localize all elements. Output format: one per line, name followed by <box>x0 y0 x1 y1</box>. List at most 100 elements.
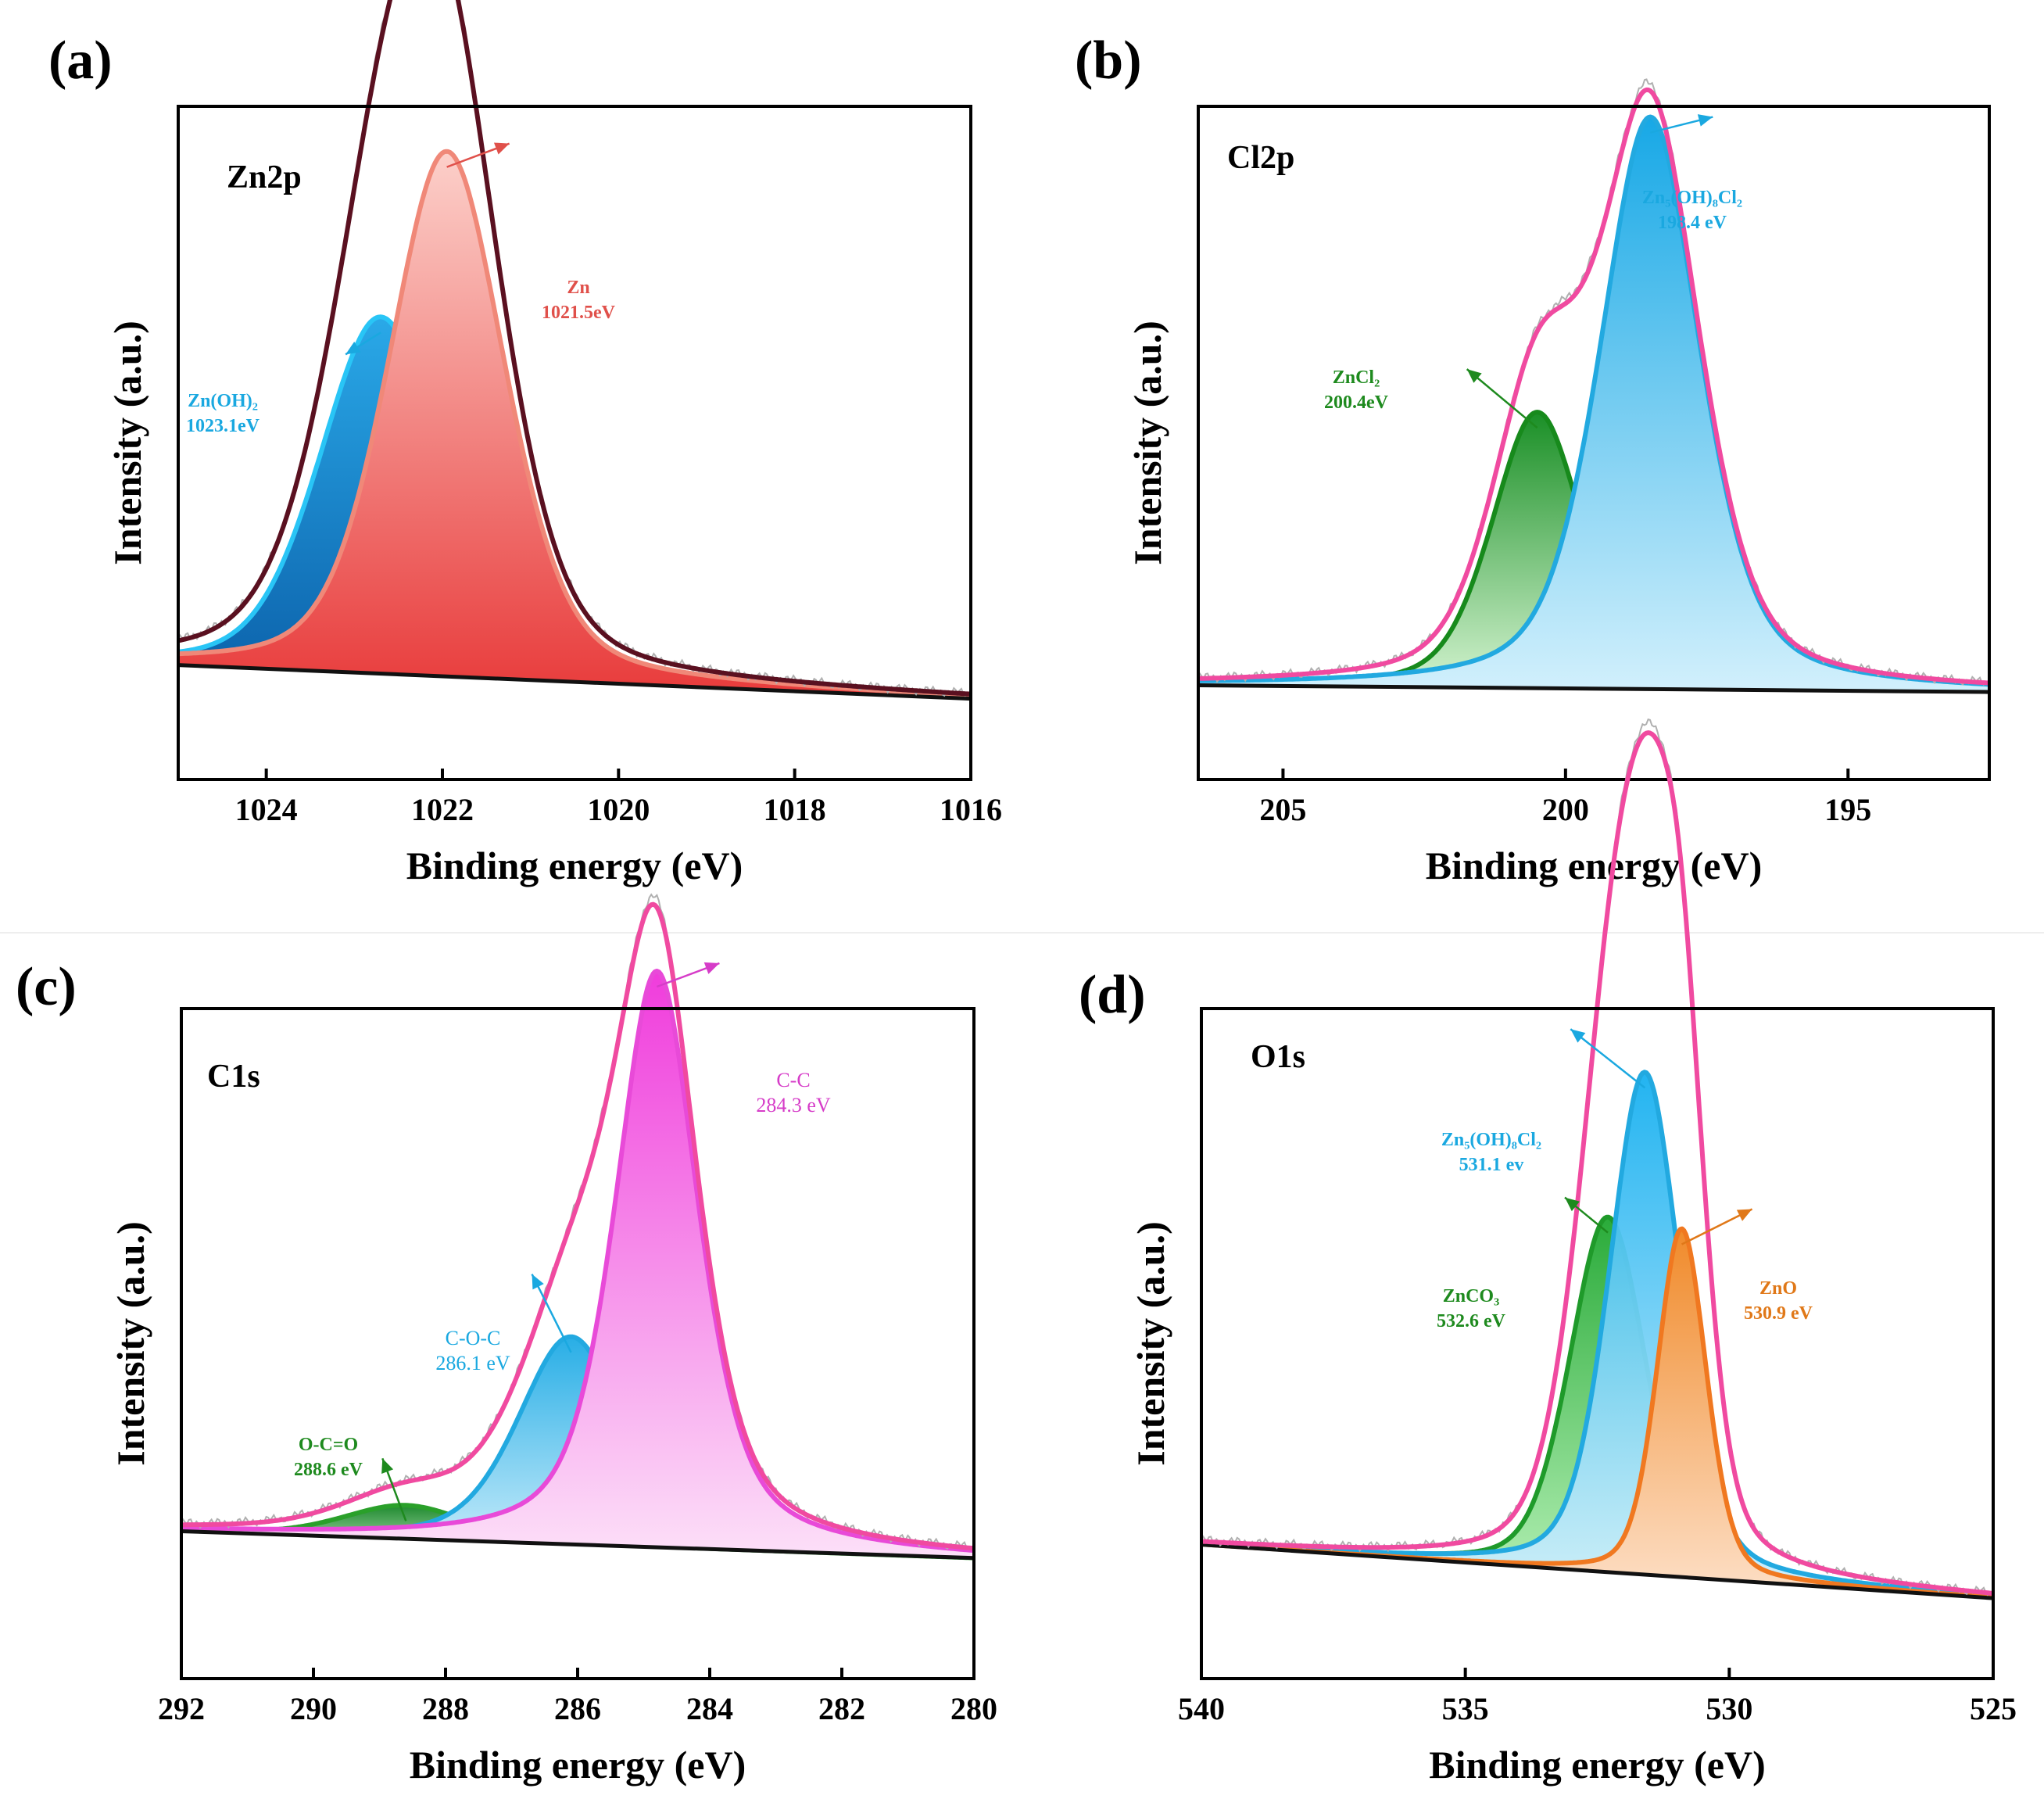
panel-label: (b) <box>1075 30 1142 91</box>
x-tick-label: 1024 <box>235 792 298 827</box>
peak-fill-zn5-oh-8cl2 <box>1198 116 1989 693</box>
peak-curve-zn5-oh-8cl2 <box>1201 1070 1994 1598</box>
panel-label: (c) <box>16 957 77 1017</box>
annotation-arrow-head <box>1736 1209 1752 1221</box>
background-line <box>181 1529 975 1561</box>
annotation-label: 200.4eV <box>1324 392 1389 413</box>
background-line <box>1201 1543 1994 1600</box>
annotation-label: Zn <box>567 278 589 298</box>
x-axis-title: Binding energy (eV) <box>1429 1743 1766 1787</box>
plot-frame <box>1197 105 1991 781</box>
x-tick-label: 280 <box>950 1691 997 1726</box>
x-tick-label: 200 <box>1542 792 1589 827</box>
panel-label: (d) <box>1079 965 1146 1025</box>
x-tick-label: 290 <box>290 1691 337 1726</box>
annotation-label: ZnCO₃ <box>1443 1286 1500 1306</box>
annotation-label: 1023.1eV <box>186 416 260 436</box>
annotation-label: O-C=O <box>299 1435 358 1455</box>
annotation-arrow-line <box>1570 1028 1646 1089</box>
plot-frame <box>1200 1007 1995 1680</box>
x-axis-title: Binding energy (eV) <box>410 1743 746 1787</box>
annotation-arrow-head <box>1697 114 1713 127</box>
x-tick-label: 288 <box>422 1691 469 1726</box>
x-axis-title: Binding energy (eV) <box>406 844 743 887</box>
annotation-arrow-head <box>703 962 720 974</box>
peak-annotation: ZnCl₂ 200.4eV <box>1324 367 1538 429</box>
peak-fill-zn5-oh-8cl2 <box>1201 1072 1993 1599</box>
chart-panel-c1s: 292 290 288 286 284 282 280 Binding energy (eV)… <box>16 893 997 1787</box>
annotation-label: Zn₅(OH)₈Cl₂ <box>1642 188 1742 208</box>
chart-panel-zn2p: 1024 1022 1020 1018 1016 Binding energy (eV) I… <box>48 0 1002 887</box>
envelope-curve <box>1197 87 1990 686</box>
y-axis-title: Intensity (a.u.) <box>109 1221 152 1466</box>
spectrum-title: Cl2p <box>1227 140 1294 176</box>
annotation-arrow-head <box>381 1458 394 1474</box>
x-tick-label: 195 <box>1824 792 1871 827</box>
x-tick-label: 284 <box>686 1691 733 1726</box>
peak-annotation: Zn₅(OH)₈Cl₂ 198.4 eV <box>1642 114 1742 233</box>
annotation-arrow-line <box>531 1274 572 1353</box>
peak-annotation: Zn 1021.5eV <box>446 142 616 323</box>
y-axis-title: Intensity (a.u.) <box>1129 1221 1172 1466</box>
chart-panel-o1s: 540 535 530 525 Binding energy (eV) Intensity… <box>1079 718 2017 1787</box>
annotation-label: C-O-C <box>446 1327 501 1349</box>
annotation-label: 530.9 eV <box>1744 1303 1813 1324</box>
background-line <box>177 663 972 701</box>
annotation-arrow-head <box>532 1274 544 1290</box>
y-axis-title: Intensity (a.u.) <box>1126 321 1169 565</box>
peak-annotation: Zn₅(OH)₈Cl₂ 531.1 ev <box>1441 1028 1646 1175</box>
annotation-arrow-head <box>1570 1029 1586 1043</box>
x-tick-label: 525 <box>1970 1691 2017 1726</box>
spectrum-title: C1s <box>207 1059 260 1095</box>
plot-frame <box>177 105 972 781</box>
x-tick-label: 292 <box>158 1691 205 1726</box>
annotation-label: 286.1 eV <box>435 1352 510 1374</box>
annotation-label: 198.4 eV <box>1658 213 1727 233</box>
annotation-arrow-line <box>1466 368 1538 429</box>
annotation-label: ZnO <box>1759 1278 1797 1299</box>
peak-fill-zn <box>178 151 971 699</box>
annotation-label: 1021.5eV <box>542 303 616 323</box>
envelope-curve <box>181 901 975 1551</box>
annotation-label: Zn₅(OH)₈Cl₂ <box>1441 1130 1541 1150</box>
panel-label: (a) <box>48 30 113 91</box>
peak-fill-o-c-o <box>181 1505 974 1558</box>
annotation-label: ZnCl₂ <box>1333 367 1380 388</box>
background-line <box>1197 683 1990 694</box>
annotation-label: Zn(OH)₂ <box>188 391 258 411</box>
x-tick-label: 1018 <box>764 792 826 827</box>
annotation-arrow-head <box>493 142 510 155</box>
annotation-arrow-head <box>1565 1197 1580 1212</box>
spectrum-title: O1s <box>1251 1039 1305 1075</box>
peak-annotation: C-O-C 286.1 eV <box>435 1274 572 1374</box>
envelope-curve <box>177 0 972 697</box>
annotation-label: 531.1 ev <box>1459 1155 1524 1175</box>
x-tick-label: 530 <box>1706 1691 1752 1726</box>
x-tick-label: 1016 <box>940 792 1002 827</box>
x-tick-label: 282 <box>818 1691 865 1726</box>
annotation-label: 284.3 eV <box>756 1094 831 1116</box>
envelope-curve <box>1201 730 1994 1596</box>
annotation-label: 532.6 eV <box>1437 1311 1506 1331</box>
annotation-arrow-head <box>1466 369 1482 383</box>
peak-fill-c-c <box>181 971 974 1558</box>
annotation-label: C-C <box>776 1069 810 1091</box>
peak-annotation: O-C=O 288.6 eV <box>294 1435 407 1521</box>
x-tick-label: 540 <box>1178 1691 1225 1726</box>
annotation-label: 288.6 eV <box>294 1460 363 1480</box>
x-tick-label: 1022 <box>411 792 474 827</box>
x-tick-label: 205 <box>1259 792 1306 827</box>
annotation-arrow-head <box>345 341 361 355</box>
x-tick-label: 286 <box>554 1691 601 1726</box>
peak-annotation: ZnCO₃ 532.6 eV <box>1437 1196 1609 1331</box>
peak-annotation: Zn(OH)₂ 1023.1eV <box>186 332 381 436</box>
x-tick-label: 535 <box>1442 1691 1489 1726</box>
peak-annotation: ZnO 530.9 eV <box>1681 1208 1813 1324</box>
y-axis-title: Intensity (a.u.) <box>106 321 149 565</box>
chart-panel-cl2p: 205 200 195 Binding energy (eV) Intensity (a… <box>1075 30 1991 887</box>
spectrum-title: Zn2p <box>227 159 302 195</box>
x-axis-title: Binding energy (eV) <box>1426 844 1763 887</box>
x-tick-label: 1020 <box>587 792 650 827</box>
peak-curve-c-c <box>181 969 975 1554</box>
